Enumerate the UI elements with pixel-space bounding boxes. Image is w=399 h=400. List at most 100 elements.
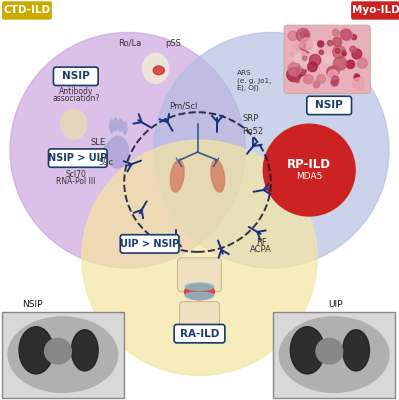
Circle shape [319,50,324,54]
Ellipse shape [316,338,343,364]
Circle shape [299,43,305,50]
Circle shape [287,68,301,82]
Circle shape [308,62,317,72]
FancyBboxPatch shape [48,149,107,167]
Circle shape [296,79,299,82]
Circle shape [306,41,318,52]
Circle shape [290,52,294,56]
Circle shape [334,67,342,75]
Ellipse shape [114,118,118,130]
Ellipse shape [211,160,225,192]
Circle shape [354,74,359,78]
Text: UIP > NSIP: UIP > NSIP [120,239,179,249]
FancyBboxPatch shape [307,96,352,115]
Circle shape [301,43,304,47]
Ellipse shape [143,53,168,83]
Circle shape [333,46,346,58]
Circle shape [82,140,317,376]
Ellipse shape [61,109,87,139]
Text: UIP: UIP [328,300,342,308]
Circle shape [296,28,310,42]
Circle shape [331,79,338,86]
Circle shape [322,55,331,63]
Text: ARS: ARS [237,70,252,76]
Ellipse shape [185,292,214,299]
Circle shape [340,29,351,40]
Circle shape [317,74,326,83]
Ellipse shape [45,338,71,364]
Circle shape [304,33,308,38]
Circle shape [288,62,301,76]
Circle shape [354,75,360,80]
Circle shape [327,66,338,78]
FancyBboxPatch shape [180,302,219,336]
Text: Ro52: Ro52 [242,127,263,136]
Circle shape [302,56,307,60]
Text: pSS: pSS [166,39,182,48]
FancyBboxPatch shape [174,324,225,343]
Ellipse shape [279,317,389,392]
Circle shape [310,54,321,66]
Circle shape [154,32,389,268]
Circle shape [288,31,298,41]
Text: RF: RF [256,238,267,247]
Circle shape [313,81,320,88]
Text: Scl70: Scl70 [65,170,86,179]
Circle shape [294,43,301,50]
Ellipse shape [107,136,128,168]
FancyBboxPatch shape [284,25,370,94]
Circle shape [294,54,303,63]
Circle shape [342,52,346,56]
Text: NSIP > UIP: NSIP > UIP [48,153,107,163]
Text: Ro/La: Ro/La [118,39,141,48]
FancyBboxPatch shape [273,312,395,398]
Ellipse shape [71,330,98,371]
FancyBboxPatch shape [120,235,179,253]
Circle shape [332,76,339,83]
Circle shape [360,77,363,80]
Circle shape [357,58,367,68]
Text: S9c: S9c [98,158,113,166]
Ellipse shape [19,327,53,374]
Circle shape [342,50,346,54]
Circle shape [296,66,306,76]
Circle shape [302,52,306,57]
Circle shape [10,32,245,268]
Circle shape [351,48,354,51]
FancyBboxPatch shape [53,67,98,86]
Text: RNA-Pol III: RNA-Pol III [56,177,95,186]
Circle shape [328,40,333,46]
Circle shape [352,34,357,40]
Circle shape [333,37,342,46]
Text: NSIP: NSIP [62,71,90,81]
Text: NSIP: NSIP [22,300,42,308]
Circle shape [300,58,311,69]
Circle shape [346,60,355,68]
Ellipse shape [343,330,369,371]
Text: Pm/Scl: Pm/Scl [169,102,198,111]
Ellipse shape [185,283,214,290]
Text: EJ, OJ): EJ, OJ) [237,84,259,91]
Ellipse shape [153,66,164,75]
Circle shape [318,41,324,47]
Text: CTD-ILD: CTD-ILD [3,6,51,16]
Ellipse shape [103,143,110,153]
Ellipse shape [110,120,114,132]
Circle shape [342,30,353,41]
Text: SRP: SRP [242,114,259,123]
Circle shape [353,78,364,89]
Circle shape [304,74,313,84]
Text: Antibody: Antibody [59,87,93,96]
Text: ACPA: ACPA [251,245,272,254]
Text: MDA5: MDA5 [296,172,322,181]
Text: SLE: SLE [90,138,105,147]
Circle shape [301,38,313,50]
FancyBboxPatch shape [178,258,221,292]
Ellipse shape [123,122,127,134]
FancyBboxPatch shape [351,1,399,20]
Ellipse shape [290,327,324,374]
Ellipse shape [184,284,215,300]
Text: (e. g. Jo1,: (e. g. Jo1, [237,77,272,84]
Circle shape [303,44,312,53]
Circle shape [300,30,308,38]
